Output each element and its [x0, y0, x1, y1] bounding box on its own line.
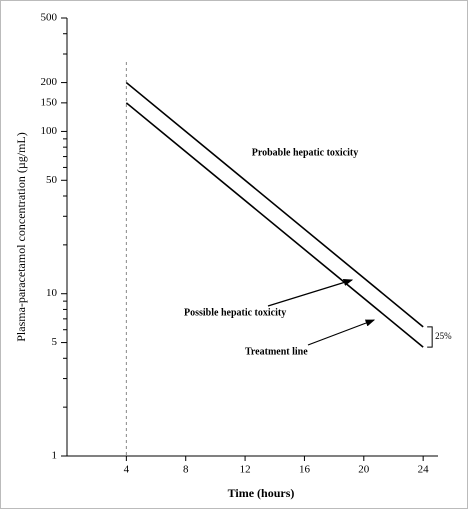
y-axis-label: Plasma-paracetamol concentration (µg/mL) — [14, 132, 28, 342]
x-axis-label: Time (hours) — [228, 486, 295, 500]
y-tick-label: 5 — [52, 336, 58, 348]
y-tick-label: 200 — [41, 76, 58, 88]
series-label: Treatment line — [245, 346, 308, 357]
arrow — [307, 319, 376, 346]
y-tick-label: 50 — [46, 174, 58, 186]
x-tick-label: 12 — [240, 464, 251, 476]
x-tick-label: 24 — [418, 464, 430, 476]
series-line — [125, 102, 424, 348]
x-tick-label: 16 — [299, 464, 311, 476]
series-label: Possible hepatic toxicity — [184, 307, 286, 318]
arrow — [267, 279, 354, 307]
y-tick-label: 1 — [52, 450, 58, 462]
x-tick-label: 20 — [358, 464, 370, 476]
region-label: Probable hepatic toxicity — [252, 147, 358, 158]
x-tick-label: 8 — [183, 464, 189, 476]
y-tick-label: 10 — [46, 287, 58, 299]
gap-label: 25% — [435, 331, 452, 341]
series-line — [125, 81, 424, 328]
y-tick-label: 150 — [41, 96, 58, 108]
y-tick-label: 100 — [41, 125, 58, 137]
y-tick-label: 500 — [41, 12, 58, 24]
bracket — [427, 326, 433, 348]
x-tick-label: 4 — [124, 464, 130, 476]
